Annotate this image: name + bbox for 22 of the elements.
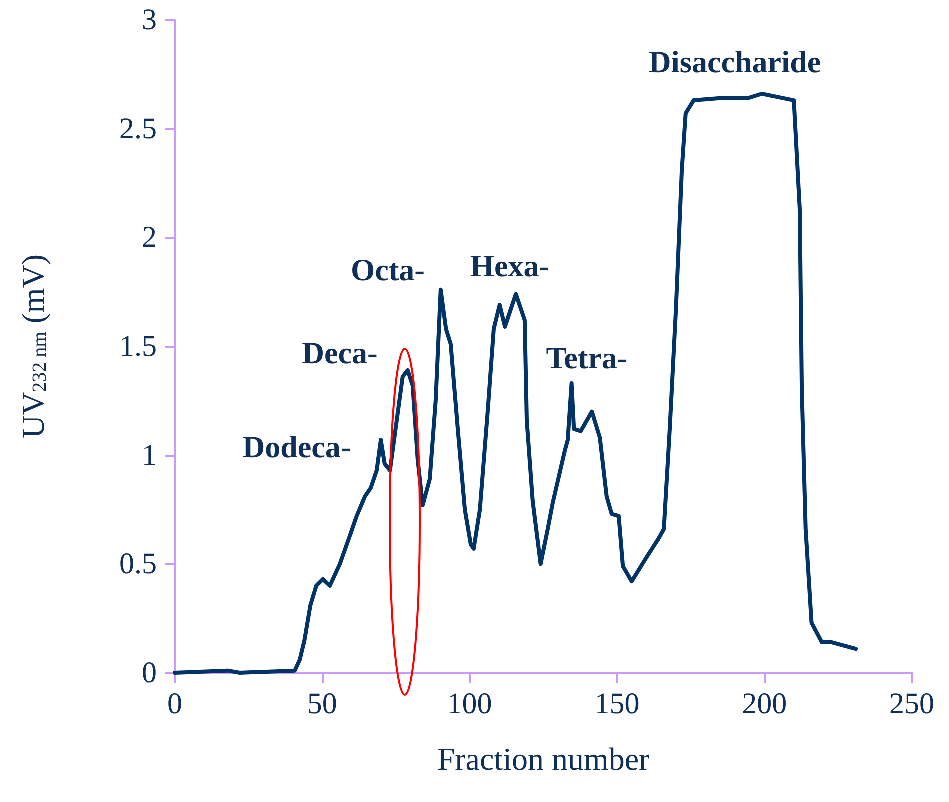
x-tick-label: 100 [447,688,492,720]
y-tick-label: 0 [142,656,157,690]
annotation: Hexa- [470,248,550,284]
annotation: Octa- [350,252,426,288]
annotation: Dodeca- [242,430,352,464]
annotation: Disaccharide [648,44,822,80]
y-tick-label: 3 [142,4,157,36]
line-series [173,92,858,675]
x-tick-label: 50 [307,688,338,720]
y-tick-label: 2.5 [120,112,157,146]
x-axis-title: Fraction number [437,741,650,777]
x-tick-label: 150 [594,688,640,720]
annotation: Deca- [302,336,378,370]
x-tick-label: 250 [890,688,934,720]
y-tick-label: 0.5 [120,548,157,581]
x-tick-label: 200 [742,688,788,720]
y-tick-label: 1.5 [120,330,157,363]
y-axis-title: UV232 nm (mV) [15,254,51,439]
y-tick-label: 2 [142,221,157,254]
x-tick-label: 0 [168,688,182,720]
y-tick-label: 1 [142,438,157,472]
annotation: Tetra- [546,340,628,376]
